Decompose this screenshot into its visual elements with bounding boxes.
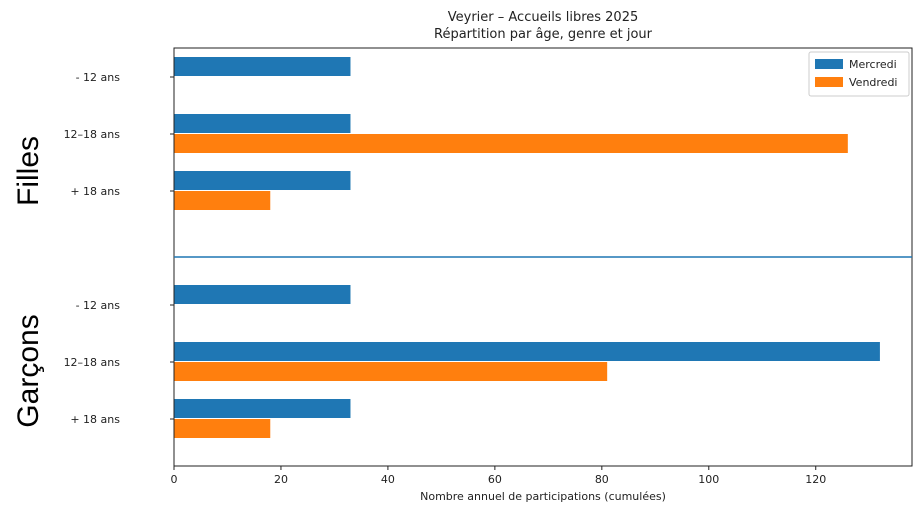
bar-mercredi	[174, 57, 351, 76]
group-label-filles: Filles	[12, 136, 45, 206]
chart-title-line-1: Veyrier – Accueils libres 2025	[448, 10, 639, 25]
y-tick-label: - 12 ans	[76, 299, 121, 312]
bars-layer	[174, 57, 880, 438]
y-tick-labels: - 12 ans 12–18 ans + 18 ans - 12 ans 12–18 a…	[64, 71, 174, 426]
chart-title-line-2: Répartition par âge, genre et jour	[434, 27, 653, 42]
x-tick-label: 60	[488, 473, 502, 486]
group-label-garcons: Garçons	[12, 314, 45, 427]
bar-vendredi	[174, 362, 608, 381]
group-labels: Filles Garçons	[12, 136, 45, 428]
bar-vendredi	[174, 134, 848, 153]
bar-mercredi	[174, 114, 351, 133]
x-tick-label: 80	[595, 473, 609, 486]
y-tick-label: + 18 ans	[70, 185, 120, 198]
x-tick-label: 100	[698, 473, 719, 486]
x-axis-label: Nombre annuel de participations (cumulée…	[420, 490, 666, 503]
legend-swatch-mercredi	[815, 59, 843, 69]
x-tick-label: 0	[171, 473, 178, 486]
x-ticks: 0 20 40 60 80 100 120	[171, 466, 826, 486]
legend: Mercredi Vendredi	[808, 51, 910, 97]
bar-vendredi	[174, 191, 271, 210]
legend-label-vendredi: Vendredi	[849, 76, 897, 89]
y-tick-label: 12–18 ans	[64, 128, 121, 141]
y-tick-label: 12–18 ans	[64, 356, 121, 369]
x-tick-label: 20	[274, 473, 288, 486]
bar-vendredi	[174, 419, 271, 438]
x-tick-label: 120	[805, 473, 826, 486]
x-tick-label: 40	[381, 473, 395, 486]
bar-mercredi	[174, 285, 351, 304]
bar-mercredi	[174, 171, 351, 190]
bar-mercredi	[174, 399, 351, 418]
legend-swatch-vendredi	[815, 77, 843, 87]
legend-label-mercredi: Mercredi	[849, 58, 897, 71]
y-tick-label: + 18 ans	[70, 413, 120, 426]
bar-mercredi	[174, 342, 880, 361]
y-tick-label: - 12 ans	[76, 71, 121, 84]
